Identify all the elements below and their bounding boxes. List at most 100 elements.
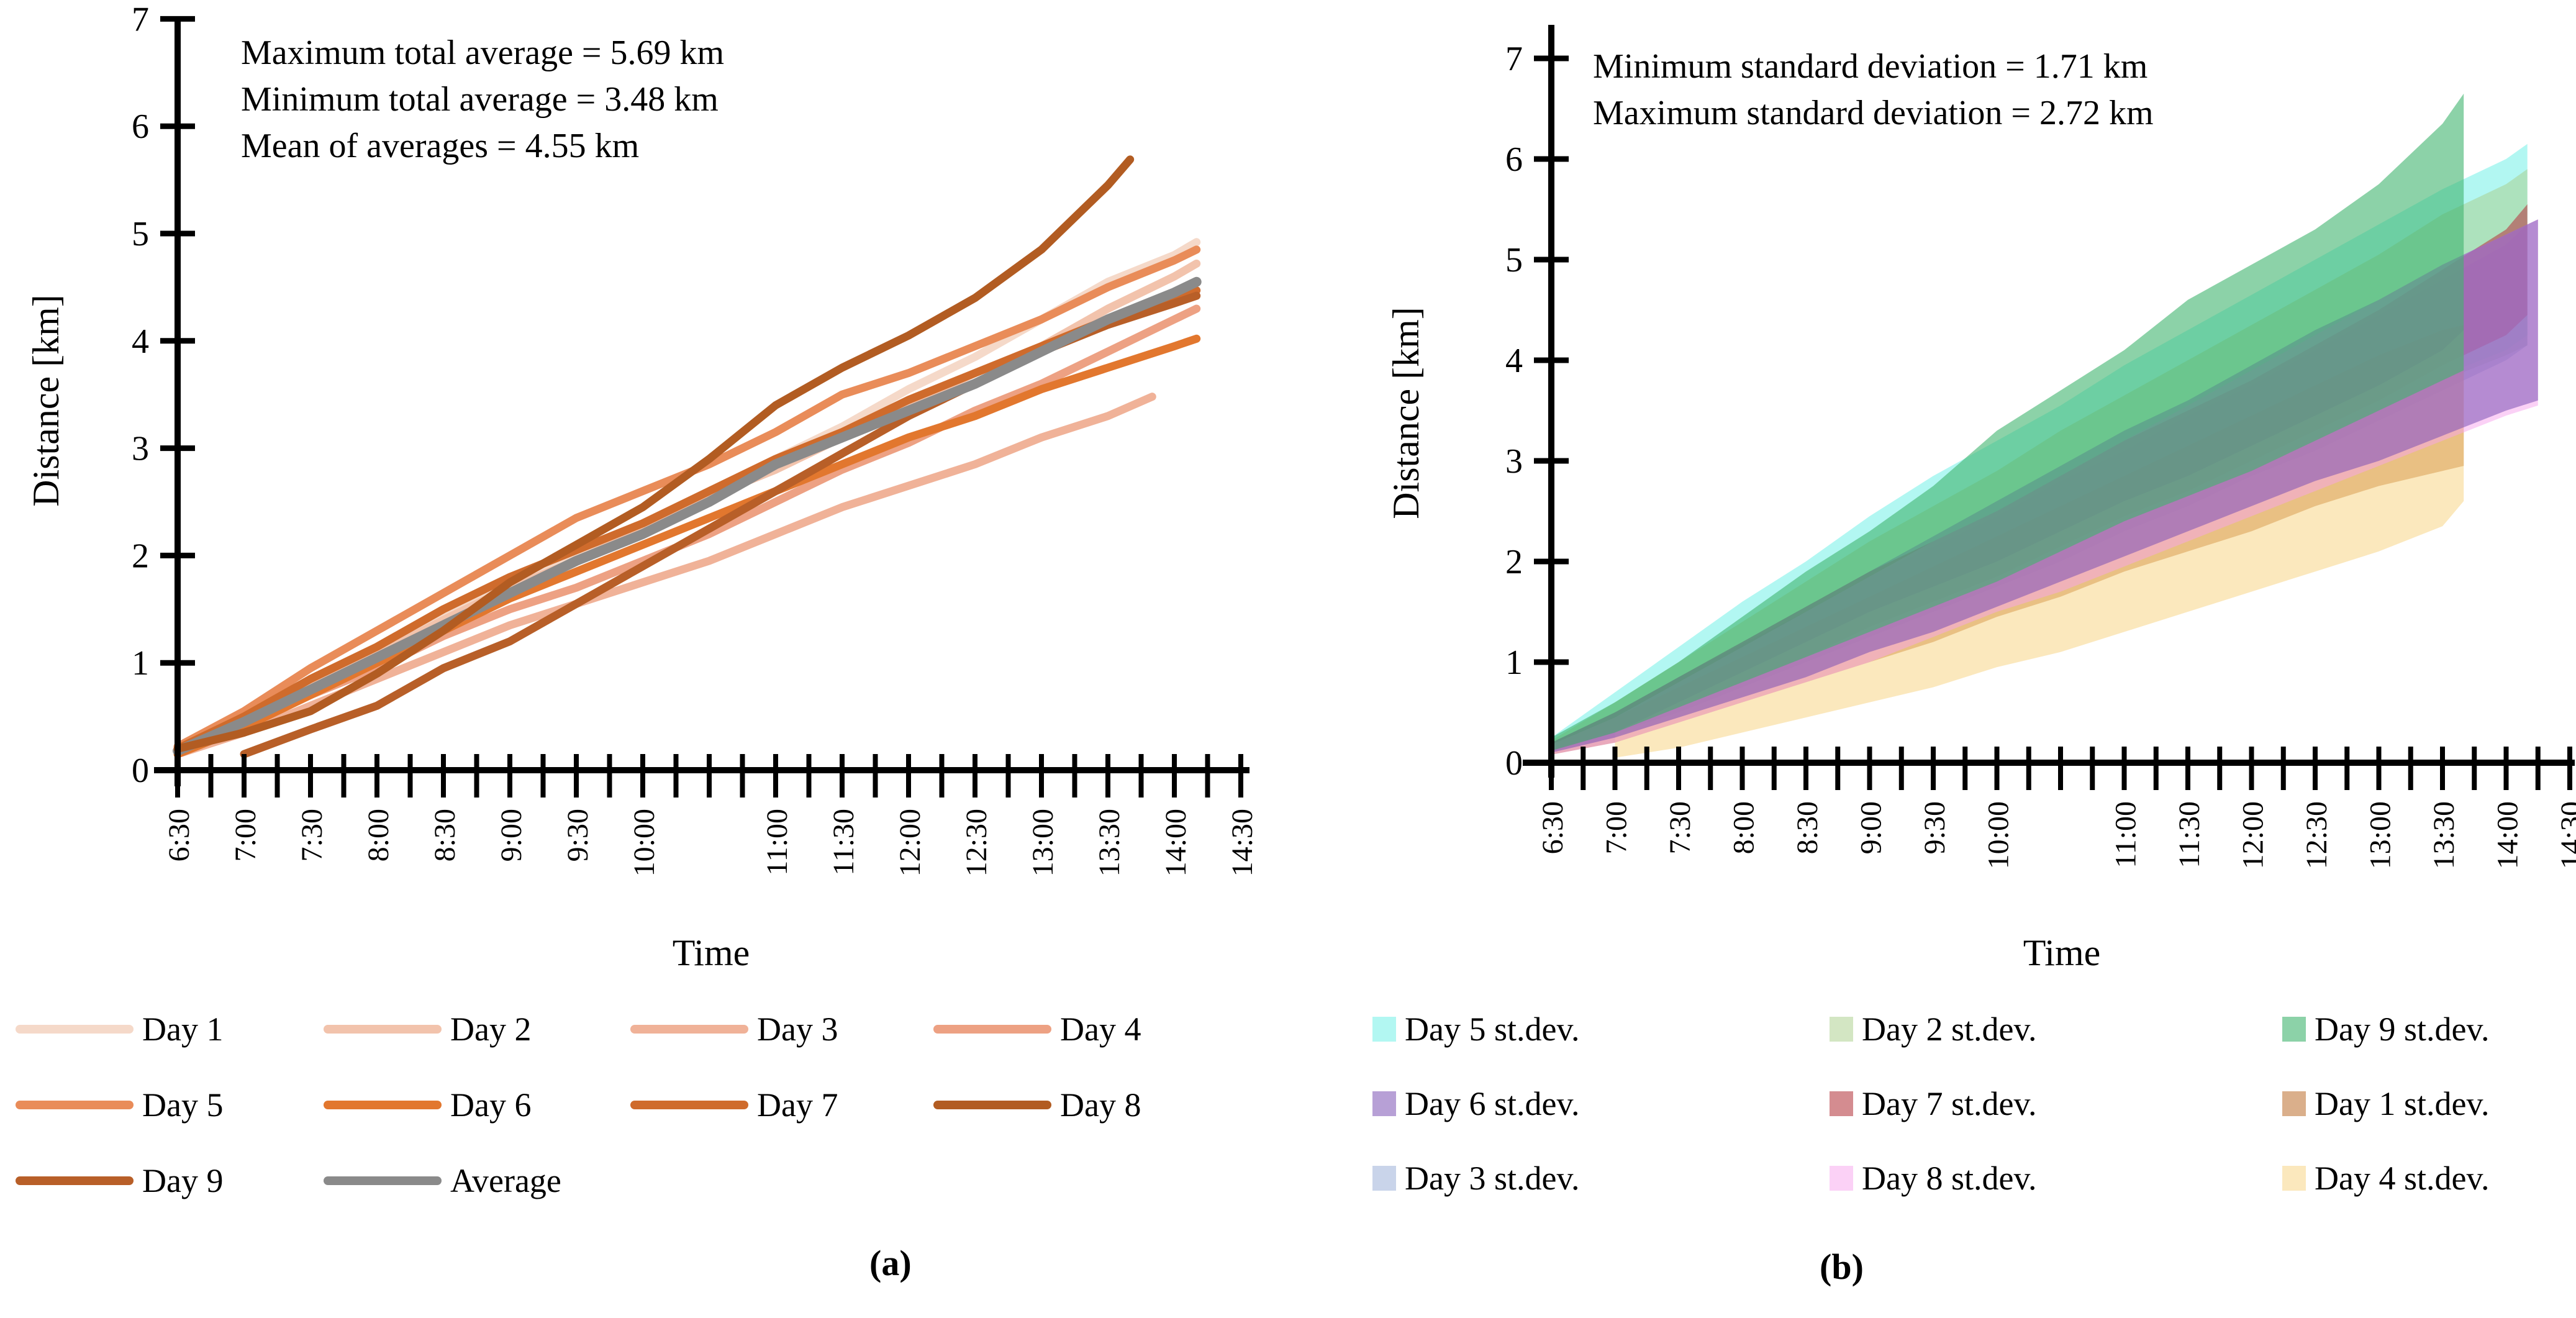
line-average: [173, 276, 1202, 756]
y-tick-label: 5: [1505, 241, 1523, 280]
y-tick-label: 6: [1505, 140, 1523, 179]
chart-panel-b: 0 1 2 3 4 5 6 7 6:30 7:00 7:30 8:00 8:30 9:00 9:30 10:0…: [1505, 25, 2576, 869]
legend-label: Day 8: [1060, 1086, 1141, 1124]
legend-label: Day 4 st.dev.: [2315, 1160, 2490, 1197]
x-tick-label: 14:30: [2555, 801, 2576, 869]
annotation-min-total-average: Minimum total average = 3.48 km: [241, 80, 719, 119]
legend-item-day-7: Day 7: [630, 1083, 933, 1127]
x-tick-label: 11:30: [2173, 801, 2206, 868]
panel-b-caption: (b): [1820, 1247, 1864, 1287]
legend-item-day-6-st-dev-: Day 6 st.dev.: [1372, 1082, 1830, 1125]
legend-item-day-4-st-dev-: Day 4 st.dev.: [2282, 1157, 2571, 1200]
x-tick-label: 8:30: [1791, 801, 1824, 854]
band-day-9-st-dev-: [1551, 93, 2464, 751]
legend-item-day-1-st-dev-: Day 1 st.dev.: [2282, 1082, 2571, 1125]
legend-color-swatch: [1372, 1017, 1396, 1042]
annotation-min-standard-deviation: Minimum standard deviation = 1.71 km: [1593, 47, 2148, 86]
legend-item-average: Average: [324, 1159, 630, 1202]
x-tick-label: 9:00: [495, 809, 528, 861]
legend-line-swatch: [324, 1176, 442, 1185]
legend-item-day-3: Day 3: [630, 1007, 933, 1051]
panel-a-x-axis-title: Time: [672, 932, 750, 973]
panel-a-legend: Day 1 Day 2 Day 3 Day 4 Day 5 Day 6 Day 7 Day 8…: [16, 1007, 1264, 1202]
legend-label: Day 6 st.dev.: [1405, 1085, 1580, 1122]
line-day-5: [173, 245, 1201, 751]
legend-item-day-8-st-dev-: Day 8 st.dev.: [1830, 1157, 2282, 1200]
panel-b-x-axis-title: Time: [2023, 932, 2101, 973]
x-tick-label: 14:00: [2492, 801, 2524, 869]
panel-a-caption: (a): [869, 1243, 912, 1283]
y-tick-label: 0: [1505, 744, 1523, 783]
legend-label: Day 9 st.dev.: [2315, 1011, 2490, 1048]
x-tick-label: 14:30: [1226, 809, 1259, 876]
chart-panel-a: 0 1 2 3 4 5 6 7 6:30 7:00 7:30 8:00 8:30 9:00 9:30 10:0…: [132, 0, 1259, 876]
annotation-mean-of-averages: Mean of averages = 4.55 km: [241, 127, 640, 165]
legend-color-swatch: [1830, 1017, 1853, 1042]
x-tick-label: 8:00: [362, 809, 395, 861]
x-tick-label: 7:00: [229, 809, 262, 861]
x-tick-label: 12:00: [894, 809, 927, 876]
y-tick-label: 3: [132, 430, 149, 468]
x-tick-label: 10:00: [1982, 801, 2015, 869]
legend-line-swatch: [630, 1101, 748, 1109]
y-tick-label: 2: [1505, 543, 1523, 581]
legend-item-day-9-st-dev-: Day 9 st.dev.: [2282, 1007, 2571, 1051]
legend-item-day-8: Day 8: [933, 1083, 1264, 1127]
line-day-8: [173, 155, 1135, 753]
legend-color-swatch: [1830, 1091, 1853, 1116]
y-tick-label: 2: [132, 537, 149, 575]
legend-line-swatch: [16, 1176, 134, 1185]
x-tick-label: 13:30: [1093, 809, 1126, 876]
x-tick-label: 11:30: [827, 809, 860, 876]
legend-label: Day 2 st.dev.: [1862, 1011, 2037, 1048]
x-tick-label: 9:00: [1855, 801, 1888, 854]
panel-b-legend: Day 5 st.dev. Day 2 st.dev. Day 9 st.dev. D…: [1372, 1007, 2571, 1200]
legend-line-swatch: [324, 1101, 442, 1109]
x-tick-label: 6:30: [163, 809, 196, 861]
legend-color-swatch: [2282, 1166, 2306, 1191]
x-tick-label: 9:30: [1918, 801, 1951, 854]
legend-label: Day 4: [1060, 1011, 1141, 1048]
y-tick-label: 4: [132, 322, 149, 361]
legend-line-swatch: [933, 1101, 1051, 1109]
legend-item-day-9: Day 9: [16, 1159, 324, 1202]
legend-line-swatch: [16, 1101, 134, 1109]
legend-item-day-6: Day 6: [324, 1083, 630, 1127]
legend-item-day-2-st-dev-: Day 2 st.dev.: [1830, 1007, 2282, 1051]
legend-color-swatch: [1372, 1091, 1396, 1116]
y-tick-label: 7: [1505, 40, 1523, 78]
legend-label: Average: [450, 1162, 561, 1199]
legend-color-swatch: [2282, 1017, 2306, 1042]
legend-label: Day 6: [450, 1086, 532, 1124]
y-tick-label: 1: [132, 644, 149, 683]
legend-label: Day 3: [757, 1011, 838, 1048]
x-tick-label: 11:00: [761, 809, 794, 876]
legend-line-swatch: [324, 1025, 442, 1034]
legend-color-swatch: [1830, 1166, 1853, 1191]
x-tick-label: 12:30: [960, 809, 993, 876]
legend-label: Day 8 st.dev.: [1862, 1160, 2037, 1197]
line-day-9: [240, 291, 1201, 758]
panel-a-annotations: Maximum total average = 5.69 km Minimum …: [241, 30, 724, 170]
x-tick-label: 10:00: [628, 809, 661, 876]
x-tick-label: 13:00: [1027, 809, 1059, 876]
x-tick-label: 13:30: [2428, 801, 2460, 869]
legend-item-day-2: Day 2: [324, 1007, 630, 1051]
x-tick-label: 14:00: [1159, 809, 1192, 876]
annotation-max-total-average: Maximum total average = 5.69 km: [241, 34, 725, 72]
x-tick-label: 6:30: [1536, 801, 1569, 854]
panel-b-annotations: Minimum standard deviation = 1.71 km Max…: [1593, 43, 2154, 137]
x-tick-label: 7:30: [1664, 801, 1697, 854]
legend-label: Day 7 st.dev.: [1862, 1085, 2037, 1122]
legend-label: Day 9: [142, 1162, 224, 1199]
x-tick-label: 11:00: [2110, 801, 2143, 868]
legend-label: Day 7: [757, 1086, 838, 1124]
x-tick-label: 12:00: [2237, 801, 2270, 869]
legend-label: Day 3 st.dev.: [1405, 1160, 1580, 1197]
legend-color-swatch: [1372, 1166, 1396, 1191]
y-tick-label: 5: [132, 215, 149, 253]
legend-label: Day 5: [142, 1086, 224, 1124]
x-tick-label: 12:30: [2300, 801, 2333, 869]
y-tick-label: 1: [1505, 643, 1523, 682]
